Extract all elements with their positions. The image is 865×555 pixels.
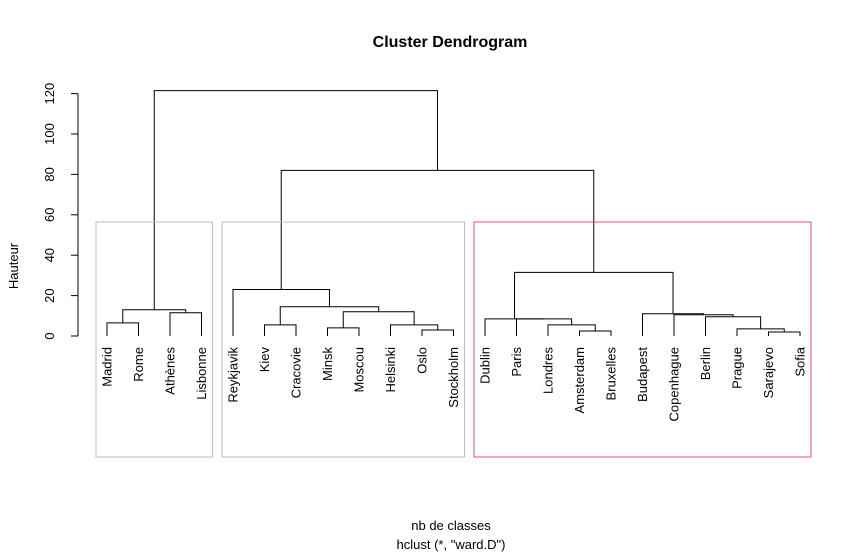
x-axis-label: nb de classes <box>411 518 491 533</box>
leaf-label: Budapest <box>635 347 650 402</box>
cluster-box <box>95 221 213 458</box>
y-tick-label: 20 <box>42 288 57 302</box>
dendrogram-link <box>484 318 545 336</box>
leaf-label: Londres <box>541 347 556 394</box>
leaf-label: Lisbonne <box>194 347 209 400</box>
y-tick-label: 120 <box>42 83 57 105</box>
dendrogram-link <box>122 309 187 323</box>
dendrogram-link <box>673 314 734 336</box>
leaf-label: Bruxelles <box>604 347 619 401</box>
leaf-label: Prague <box>730 347 745 389</box>
y-tick-label: 0 <box>42 332 57 339</box>
cluster-box <box>221 221 465 458</box>
leaf-label: Minsk <box>320 347 335 381</box>
leaf-label: Oslo <box>415 347 430 374</box>
dendrogram-link <box>342 311 415 328</box>
leaf-label: Paris <box>509 347 524 377</box>
chart-subtitle: hclust (*, "ward.D") <box>397 537 506 552</box>
leaf-label: Athènes <box>163 347 178 395</box>
dendrogram-link <box>516 318 573 336</box>
dendrogram-link <box>280 169 595 290</box>
dendrogram-links <box>106 90 801 336</box>
leaf-label: Berlin <box>698 347 713 380</box>
leaf-label: Dublin <box>478 347 493 384</box>
dendrogram-link <box>579 330 612 336</box>
y-tick-label: 40 <box>42 248 57 262</box>
leaf-label: Sofia <box>793 346 808 376</box>
dendrogram-link <box>514 271 674 319</box>
dendrogram-link <box>279 306 380 325</box>
y-axis: 0 20 40 60 80 100 120 <box>42 83 79 340</box>
y-tick-label: 60 <box>42 208 57 222</box>
cluster-boxes <box>95 221 812 458</box>
dendrogram-link <box>390 324 439 336</box>
cluster-box <box>473 221 812 458</box>
dendrogram-link <box>547 324 596 336</box>
dendrogram-link <box>642 313 705 336</box>
y-tick-label: 100 <box>42 123 57 145</box>
dendrogram-link <box>736 328 785 336</box>
leaf-label: Helsinki <box>383 347 398 393</box>
dendrogram-link <box>153 90 439 310</box>
leaf-labels: Madrid Rome Athènes Lisbonne Reykjavik Kiev Cr… <box>100 346 808 421</box>
leaf-label: Madrid <box>100 347 115 387</box>
dendrogram-link <box>327 327 360 336</box>
dendrogram-link <box>705 316 762 336</box>
chart-title: Cluster Dendrogram <box>373 34 528 51</box>
y-axis-label: Hauteur <box>6 242 21 289</box>
leaf-label: Stockholm <box>446 347 461 408</box>
y-tick-label: 80 <box>42 167 57 181</box>
leaf-label: Moscou <box>352 347 367 393</box>
leaf-label: Copenhague <box>667 347 682 421</box>
dendrogram-link <box>264 324 297 336</box>
dendrogram-link <box>106 322 139 336</box>
dendrogram-link <box>169 312 202 336</box>
leaf-label: Amsterdam <box>572 347 587 413</box>
dendrogram-link <box>232 289 330 336</box>
leaf-label: Sarajevo <box>761 347 776 398</box>
leaf-label: Kiev <box>257 347 272 373</box>
dendrogram-link <box>421 329 454 336</box>
leaf-label: Rome <box>131 347 146 382</box>
leaf-label: Reykjavik <box>226 347 241 403</box>
dendrogram-link <box>768 331 801 336</box>
leaf-label: Cracovie <box>289 347 304 398</box>
